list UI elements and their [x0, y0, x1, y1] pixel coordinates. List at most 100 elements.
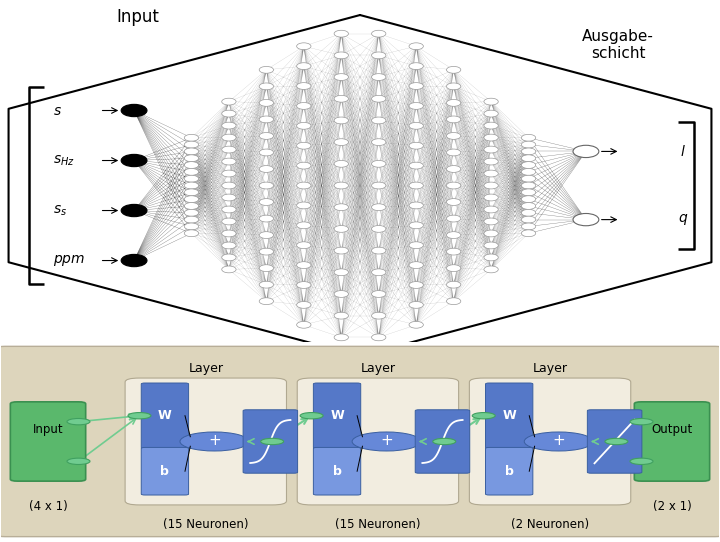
Circle shape	[521, 203, 536, 209]
Circle shape	[67, 458, 90, 464]
Circle shape	[334, 182, 348, 189]
Circle shape	[184, 141, 199, 148]
Circle shape	[521, 155, 536, 162]
Circle shape	[446, 116, 461, 123]
Circle shape	[184, 216, 199, 223]
Circle shape	[484, 206, 498, 213]
FancyBboxPatch shape	[10, 402, 86, 481]
Circle shape	[446, 166, 461, 172]
Circle shape	[573, 145, 599, 158]
Circle shape	[521, 230, 536, 237]
Circle shape	[409, 222, 423, 229]
Circle shape	[409, 262, 423, 268]
Circle shape	[121, 154, 147, 166]
Circle shape	[297, 301, 311, 308]
Circle shape	[372, 247, 386, 254]
Text: (15 Neuronen): (15 Neuronen)	[163, 518, 248, 531]
Circle shape	[259, 100, 274, 106]
Text: $ppm$: $ppm$	[53, 253, 85, 268]
Text: +: +	[380, 433, 393, 448]
Circle shape	[484, 158, 498, 165]
Circle shape	[372, 182, 386, 189]
Text: +: +	[208, 433, 221, 448]
Circle shape	[222, 266, 236, 273]
Circle shape	[222, 110, 236, 117]
Circle shape	[484, 230, 498, 237]
Circle shape	[259, 248, 274, 255]
Circle shape	[630, 458, 653, 464]
Circle shape	[372, 117, 386, 124]
Circle shape	[372, 95, 386, 102]
FancyBboxPatch shape	[0, 346, 720, 537]
Circle shape	[184, 148, 199, 155]
Circle shape	[484, 134, 498, 141]
Text: Input: Input	[116, 8, 159, 25]
Circle shape	[259, 166, 274, 172]
Circle shape	[297, 262, 311, 268]
Circle shape	[521, 169, 536, 175]
Circle shape	[409, 282, 423, 288]
FancyBboxPatch shape	[141, 383, 189, 448]
FancyBboxPatch shape	[313, 448, 361, 495]
Circle shape	[297, 202, 311, 209]
Circle shape	[222, 146, 236, 153]
Circle shape	[67, 418, 90, 425]
Circle shape	[184, 162, 199, 169]
Text: $s$: $s$	[53, 104, 62, 118]
Circle shape	[300, 412, 323, 419]
Circle shape	[484, 242, 498, 249]
Text: +: +	[552, 433, 565, 448]
Circle shape	[222, 134, 236, 141]
Circle shape	[446, 198, 461, 205]
Text: b: b	[333, 464, 341, 478]
Circle shape	[184, 203, 199, 209]
Text: $s_{Hz}$: $s_{Hz}$	[53, 153, 75, 167]
Circle shape	[334, 269, 348, 276]
Circle shape	[222, 98, 236, 105]
Circle shape	[521, 175, 536, 182]
Circle shape	[524, 432, 593, 451]
Circle shape	[446, 149, 461, 156]
Circle shape	[521, 189, 536, 196]
Circle shape	[259, 198, 274, 205]
Circle shape	[372, 160, 386, 167]
Circle shape	[334, 95, 348, 102]
Circle shape	[121, 254, 147, 267]
Text: Input: Input	[32, 423, 63, 436]
Circle shape	[121, 204, 147, 217]
Circle shape	[372, 269, 386, 276]
Circle shape	[334, 117, 348, 124]
FancyBboxPatch shape	[485, 448, 533, 495]
Circle shape	[222, 242, 236, 249]
Text: Layer: Layer	[361, 362, 395, 375]
Circle shape	[222, 206, 236, 213]
Circle shape	[259, 182, 274, 189]
Circle shape	[297, 143, 311, 149]
FancyBboxPatch shape	[634, 402, 710, 481]
Circle shape	[409, 43, 423, 50]
Circle shape	[372, 74, 386, 80]
Circle shape	[521, 196, 536, 203]
FancyBboxPatch shape	[469, 378, 631, 505]
Circle shape	[334, 204, 348, 211]
FancyBboxPatch shape	[313, 383, 361, 448]
Circle shape	[409, 82, 423, 89]
Circle shape	[222, 170, 236, 177]
Circle shape	[446, 281, 461, 288]
Circle shape	[484, 170, 498, 177]
Circle shape	[433, 438, 456, 444]
FancyBboxPatch shape	[243, 410, 297, 473]
Circle shape	[297, 321, 311, 328]
FancyBboxPatch shape	[297, 378, 459, 505]
Circle shape	[484, 218, 498, 225]
Circle shape	[446, 215, 461, 222]
FancyBboxPatch shape	[125, 378, 287, 505]
Circle shape	[222, 194, 236, 201]
Circle shape	[484, 182, 498, 189]
Circle shape	[446, 67, 461, 73]
Circle shape	[334, 139, 348, 146]
Circle shape	[409, 301, 423, 308]
Circle shape	[409, 102, 423, 109]
Circle shape	[372, 225, 386, 233]
Circle shape	[334, 30, 348, 37]
